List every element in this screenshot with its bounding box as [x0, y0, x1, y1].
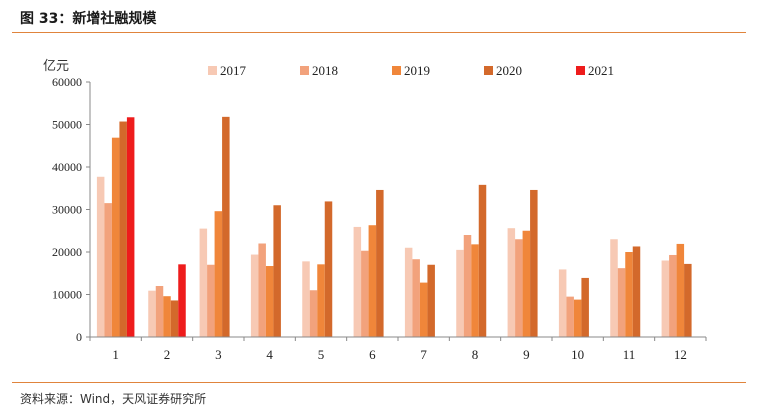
bar-2020-10 [581, 277, 589, 337]
bar-2018-9 [515, 239, 523, 337]
bar-2017-5 [302, 261, 310, 337]
x-tick-label: 11 [623, 347, 636, 362]
y-tick-label: 40000 [52, 160, 82, 174]
bar-2017-9 [507, 228, 516, 337]
figure-title: 图 33：新增社融规模 [20, 11, 157, 27]
bar-2021-2 [178, 264, 186, 337]
bar-2017-2 [148, 290, 156, 337]
title-divider [12, 32, 746, 33]
x-tick-label: 9 [523, 347, 530, 362]
bar-2018-8 [463, 235, 472, 337]
bar-2017-10 [558, 269, 567, 337]
legend-label-2021: 2021 [588, 63, 614, 78]
y-tick-label: 20000 [52, 245, 82, 259]
bar-2021-1 [126, 117, 135, 338]
legend-label-2018: 2018 [312, 63, 338, 78]
bar-2018-10 [566, 296, 574, 337]
bar-2019-12 [676, 243, 685, 337]
y-tick-label: 60000 [52, 75, 82, 89]
bar-2017-3 [199, 228, 208, 337]
bar-2020-7 [427, 264, 435, 337]
x-tick-label: 4 [266, 347, 273, 362]
bar-2019-3 [214, 211, 223, 337]
x-tick-label: 6 [369, 347, 376, 362]
bar-2017-4 [250, 254, 259, 337]
bar-2019-6 [368, 225, 377, 337]
y-tick-label: 50000 [52, 118, 82, 132]
bar-2018-6 [361, 250, 369, 337]
x-tick-label: 7 [420, 347, 427, 362]
bar-2018-12 [669, 254, 677, 337]
bar-2018-4 [258, 243, 266, 337]
bar-2019-2 [163, 296, 171, 337]
bar-2017-7 [404, 247, 413, 337]
legend-swatch-2017 [208, 66, 217, 75]
y-tick-label: 10000 [52, 288, 82, 302]
legend-label-2017: 2017 [220, 63, 247, 78]
legend-swatch-2020 [484, 66, 493, 75]
bar-2020-6 [376, 189, 384, 337]
x-tick-label: 10 [571, 347, 584, 362]
bar-2020-5 [324, 201, 333, 337]
bar-2017-8 [456, 249, 464, 337]
bar-2020-12 [684, 263, 692, 337]
bar-2020-11 [632, 246, 641, 337]
x-tick-label: 12 [674, 347, 687, 362]
bar-2017-6 [353, 226, 362, 337]
bar-2019-10 [573, 299, 582, 337]
y-tick-label: 30000 [52, 203, 82, 217]
bar-2018-5 [309, 290, 318, 337]
bar-2020-1 [119, 121, 127, 338]
x-tick-label: 3 [215, 347, 222, 362]
bar-2017-1 [96, 176, 105, 337]
bar-2018-11 [617, 268, 626, 337]
bar-2019-7 [419, 282, 428, 337]
legend-label-2019: 2019 [404, 63, 430, 78]
bar-2017-12 [661, 260, 670, 337]
bar-2020-4 [273, 205, 281, 337]
x-tick-label: 5 [318, 347, 325, 362]
source-divider [12, 382, 746, 383]
legend-swatch-2019 [392, 66, 401, 75]
y-axis-label: 亿元 [43, 59, 69, 74]
legend-swatch-2018 [300, 66, 309, 75]
bar-2018-7 [412, 259, 420, 337]
x-tick-label: 1 [112, 347, 119, 362]
bar-2017-11 [610, 239, 618, 337]
y-tick-label: 0 [76, 330, 82, 344]
bar-2020-8 [478, 184, 487, 337]
bar-2020-3 [222, 116, 230, 337]
bar-2020-2 [170, 300, 179, 337]
bar-2018-3 [207, 264, 215, 337]
source-note: 资料来源：Wind，天风证券研究所 [20, 392, 207, 406]
bar-2018-2 [155, 286, 164, 337]
bar-2020-9 [530, 189, 538, 337]
bar-2019-4 [265, 266, 274, 337]
bar-2019-1 [111, 137, 120, 337]
bar-2019-5 [317, 264, 325, 337]
bar-2019-8 [471, 244, 479, 337]
bar-2019-11 [625, 252, 633, 337]
x-tick-label: 2 [164, 347, 171, 362]
legend-label-2020: 2020 [496, 63, 522, 78]
bar-2018-1 [104, 203, 112, 337]
x-tick-label: 8 [472, 347, 479, 362]
legend-swatch-2021 [576, 66, 585, 75]
bar-2019-9 [522, 230, 531, 337]
